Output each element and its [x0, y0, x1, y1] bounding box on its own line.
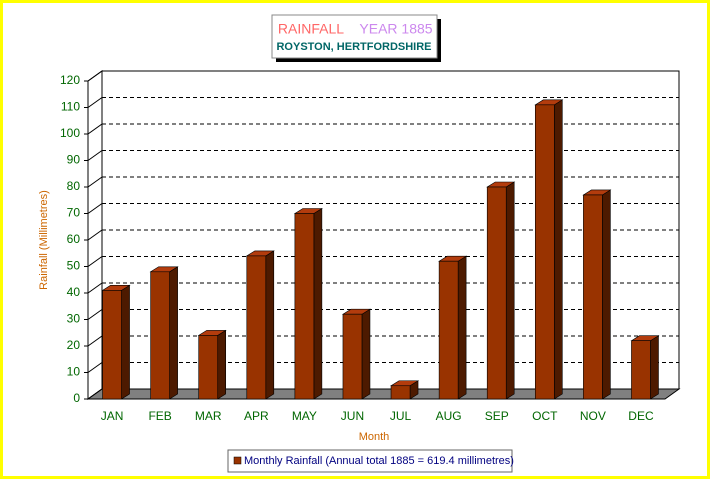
x-tick-label: AUG: [436, 409, 462, 423]
chart-title: YEAR 1885: [359, 21, 432, 37]
tick-mark: [87, 150, 103, 161]
y-tick-label: 20: [67, 338, 81, 352]
tick-mark: [87, 282, 103, 294]
tick-mark: [87, 388, 103, 400]
bar: [631, 340, 651, 400]
y-tick-label: 100: [60, 126, 80, 140]
x-tick-label: JUL: [390, 409, 412, 423]
legend-label: Monthly Rainfall (Annual total 1885 = 61…: [244, 455, 514, 467]
x-tick-label: FEB: [148, 409, 171, 423]
bar: [583, 194, 603, 400]
bar-side: [553, 99, 563, 400]
y-tick-label: 60: [67, 232, 81, 246]
x-tick-label: JAN: [101, 409, 124, 423]
bar: [486, 186, 507, 400]
tick-mark: [87, 70, 103, 82]
bar-side: [121, 284, 130, 400]
x-axis-label: Month: [359, 431, 390, 443]
bar: [438, 260, 459, 400]
tick-mark: [87, 97, 103, 108]
legend-box: [227, 449, 513, 473]
bar: [198, 335, 219, 400]
bar: [390, 385, 411, 400]
bar-side: [313, 207, 323, 400]
legend-swatch: [233, 456, 242, 465]
y-tick-label: 110: [61, 100, 80, 114]
tick-mark: [87, 362, 103, 373]
title-box: [271, 14, 438, 59]
x-tick-label: SEP: [485, 409, 509, 423]
y-tick-label: 50: [67, 259, 81, 273]
tick-mark: [87, 335, 103, 347]
y-tick-label: 80: [67, 179, 81, 193]
tick-mark: [87, 123, 103, 135]
y-tick-label: 70: [67, 206, 81, 220]
y-tick-label: 90: [67, 153, 81, 167]
x-tick-label: JUN: [341, 409, 364, 423]
x-tick-label: MAR: [195, 409, 222, 423]
tick-mark: [87, 309, 103, 320]
tick-mark: [87, 256, 103, 267]
bar: [102, 290, 122, 400]
bar: [534, 104, 555, 400]
x-tick-label: NOV: [580, 409, 606, 423]
tick-mark: [87, 229, 103, 241]
bar-side: [602, 189, 611, 400]
bar: [150, 271, 170, 400]
tick-mark: [87, 176, 103, 188]
y-tick-label: 40: [67, 285, 81, 299]
y-tick-label: 30: [67, 312, 81, 326]
bar-side: [169, 266, 178, 400]
x-tick-label: APR: [244, 409, 269, 423]
chart-subtitle: ROYSTON, HERTFORDSHIRE: [276, 41, 431, 53]
y-tick-label: 0: [73, 391, 80, 405]
x-tick-label: OCT: [532, 409, 558, 423]
bar-side: [217, 329, 227, 400]
bar-side: [650, 335, 659, 400]
y-axis-label: Rainfall (Millimetres): [38, 190, 50, 290]
y-tick-label: 10: [67, 365, 81, 379]
y-tick-label: 120: [60, 73, 80, 87]
x-tick-label: MAY: [292, 409, 317, 423]
bar: [342, 313, 363, 400]
bar-side: [265, 250, 275, 400]
bar: [246, 255, 267, 400]
bar-side: [361, 308, 371, 400]
bar-side: [505, 181, 515, 400]
bar: [294, 213, 315, 400]
chart-title: RAINFALL: [278, 21, 344, 37]
x-tick-label: DEC: [628, 409, 654, 423]
tick-mark: [87, 203, 103, 214]
bar-side: [457, 255, 467, 400]
